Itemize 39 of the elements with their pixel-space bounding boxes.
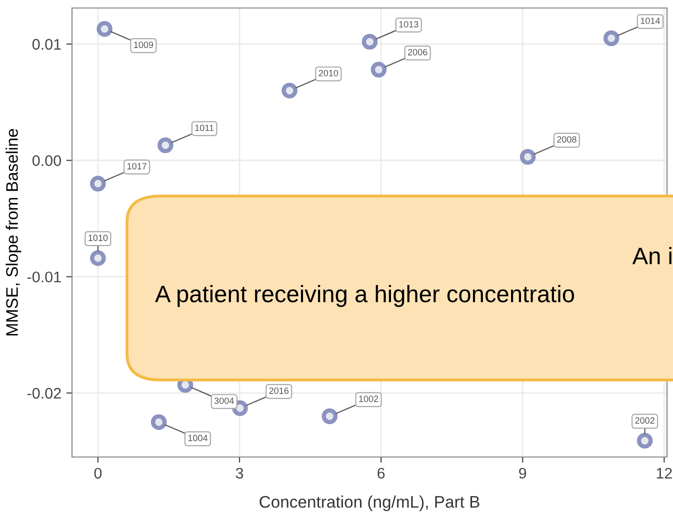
point [150, 414, 167, 430]
annotation: 1011 [195, 124, 214, 132]
x-tick-label: 9 [519, 468, 526, 479]
y-tick-label: -0.01 [27, 272, 61, 282]
point [282, 82, 298, 98]
point [96, 21, 112, 37]
x-tick-label: 0 [94, 468, 102, 479]
annotation: 1017 [127, 163, 146, 170]
annotation: 2016 [269, 388, 289, 394]
annotation: 1010 [88, 234, 108, 242]
point [636, 432, 653, 449]
annotation: 2010 [318, 70, 338, 76]
y-axis-title: MMSE, Slope from Baseline [6, 129, 22, 336]
annotation: 1009 [134, 42, 154, 48]
x-tick-label: 3 [236, 468, 244, 479]
annotation: 1013 [399, 21, 418, 28]
point [158, 137, 174, 154]
x-axis-title: Concentration (ng/mL), Part B [260, 496, 480, 512]
annotation: An i [632, 246, 672, 264]
y-tick-label: 0.00 [32, 155, 61, 166]
annotation: 2006 [408, 49, 428, 56]
annotation: 1004 [188, 434, 208, 442]
point [90, 250, 106, 266]
x-tick-label: 12 [656, 468, 672, 478]
point [603, 30, 620, 46]
annotation: A patient receiving a higher concentratio [155, 284, 574, 308]
annotation: 1002 [359, 396, 378, 402]
point [90, 176, 106, 192]
annotation: 1014 [640, 18, 660, 24]
point [362, 34, 378, 50]
annotation: 2008 [557, 136, 576, 143]
point [322, 408, 338, 424]
y-tick-label: -0.02 [27, 388, 61, 399]
annotation: 3004 [214, 398, 234, 404]
annotation: 2002 [635, 417, 654, 424]
point [370, 62, 387, 78]
point [520, 148, 536, 165]
y-tick-label: 0.01 [32, 38, 61, 50]
x-tick-label: 6 [378, 468, 385, 479]
